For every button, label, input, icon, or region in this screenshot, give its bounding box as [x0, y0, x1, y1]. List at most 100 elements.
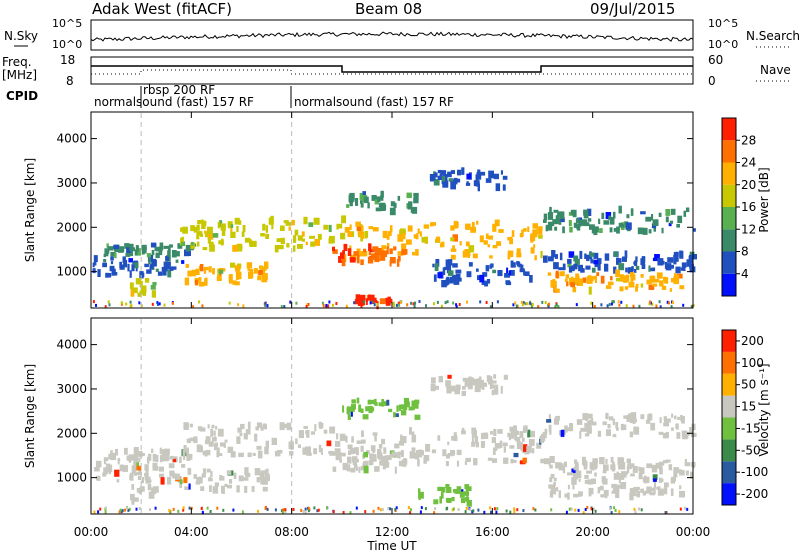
data-cell [411, 447, 416, 452]
data-cell [169, 455, 174, 460]
data-cell [129, 282, 134, 290]
data-cell [346, 407, 350, 415]
data-cell [380, 195, 384, 201]
data-cell [363, 196, 369, 204]
data-cell [295, 301, 298, 305]
data-cell [456, 449, 462, 456]
data-cell [242, 304, 245, 308]
colorbar-frame [721, 329, 737, 506]
data-cell [496, 300, 499, 304]
data-cell [288, 226, 291, 231]
data-cell [550, 489, 557, 495]
data-cell [114, 252, 117, 259]
data-cell [342, 462, 348, 469]
data-cell [455, 303, 458, 307]
data-cell [141, 477, 144, 484]
data-cell [665, 459, 671, 463]
data-cell [608, 303, 611, 306]
data-cell [387, 455, 392, 461]
data-cell [125, 253, 131, 257]
data-cell [508, 270, 512, 276]
data-cell [394, 443, 400, 449]
data-cell [633, 261, 637, 265]
data-cell [452, 263, 458, 268]
data-cell [386, 234, 390, 240]
data-cell [466, 500, 472, 507]
data-cell [219, 272, 222, 276]
data-cell [448, 259, 453, 266]
data-cell [418, 300, 421, 303]
data-cell [521, 229, 524, 237]
data-cell [208, 441, 214, 447]
data-cell [280, 225, 285, 231]
data-cell [264, 261, 269, 269]
data-cell [363, 248, 367, 253]
data-cell [690, 304, 693, 308]
data-cell [400, 434, 403, 442]
data-cell [519, 431, 524, 438]
data-cell [322, 304, 325, 308]
colorbar-segment [722, 273, 736, 296]
data-cell [621, 471, 627, 478]
data-cell [658, 431, 664, 435]
data-cell [570, 282, 575, 288]
colorbar-tick-label: 200 [741, 334, 764, 348]
data-cell [648, 302, 651, 306]
data-cell [372, 447, 376, 453]
data-cell [305, 241, 308, 245]
data-cell [425, 304, 427, 308]
data-cell [410, 301, 413, 305]
data-cell [119, 508, 122, 512]
data-cell [191, 269, 197, 277]
data-cell [383, 461, 390, 468]
data-cell [451, 508, 454, 512]
data-cell [446, 265, 452, 274]
noise-left-tick-bottom: 10^0 [52, 38, 82, 51]
data-cell [135, 465, 142, 471]
data-cell [459, 491, 465, 498]
data-cell [104, 510, 107, 514]
data-cell [233, 472, 237, 479]
data-cell [313, 217, 320, 225]
data-cell [266, 468, 269, 474]
data-cell [145, 479, 148, 483]
data-cell [421, 236, 428, 243]
x-tick-label: 16:00 [475, 525, 510, 539]
freq-label-2: [MHz] [2, 68, 37, 82]
data-cell [515, 436, 521, 442]
data-cell [251, 486, 255, 492]
data-cell [199, 427, 206, 432]
data-cell [441, 280, 447, 288]
data-cell [450, 170, 455, 174]
data-cell [244, 237, 251, 243]
data-cell [110, 261, 114, 265]
data-cell [452, 301, 455, 305]
freq-trace [91, 65, 693, 73]
data-cell [159, 447, 162, 454]
data-cell [599, 485, 604, 491]
data-cell [653, 486, 656, 495]
data-cell [507, 236, 511, 241]
data-cell [344, 227, 350, 233]
data-cell [318, 421, 323, 428]
data-cell [568, 220, 572, 227]
data-cell [609, 227, 613, 233]
data-cell [398, 303, 401, 307]
data-cell [188, 483, 191, 490]
data-cell [471, 436, 474, 443]
data-cell [648, 284, 655, 290]
data-cell [353, 464, 358, 469]
data-cell [124, 508, 127, 512]
data-cell [475, 174, 480, 180]
data-cell [389, 298, 393, 304]
data-cell [341, 258, 346, 267]
data-cell [217, 428, 224, 437]
data-cell [356, 224, 361, 232]
data-cell [111, 268, 116, 276]
time-axis-label: Time UT [366, 539, 417, 553]
data-cell [587, 413, 593, 419]
data-cell [246, 262, 253, 269]
data-cell [680, 415, 683, 422]
data-cell [624, 286, 629, 290]
data-cell [587, 479, 594, 485]
